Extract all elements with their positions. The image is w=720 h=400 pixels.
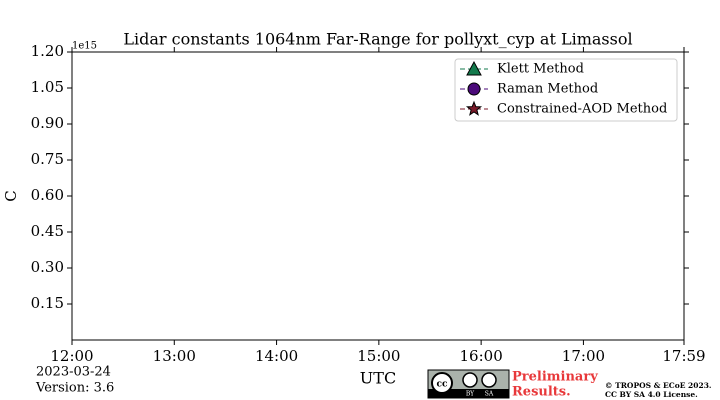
legend-marker [465, 100, 483, 116]
legend-marker [467, 82, 481, 96]
sa-icon [481, 372, 497, 388]
x-tick-label: 15:00 [357, 347, 400, 365]
y-tick-label: 1.05 [31, 78, 64, 96]
copyright: CC BY SA 4.0 License. [605, 390, 698, 399]
x-tick-label: 16:00 [460, 347, 503, 365]
legend-marker [466, 60, 482, 76]
y-axis-label: C [2, 190, 20, 201]
copyright: © TROPOS & ECoE 2023. [605, 381, 712, 390]
legend-label: Constrained-AOD Method [497, 102, 667, 117]
legend-label: Klett Method [497, 62, 584, 77]
y-tick-label: 1.20 [31, 42, 64, 60]
badge-strip [428, 389, 509, 398]
x-tick-label: 13:00 [153, 347, 196, 365]
by-icon [462, 372, 478, 388]
chart-title: Lidar constants 1064nm Far-Range for pol… [123, 30, 632, 49]
legend-label: Raman Method [497, 82, 598, 97]
y-tick-label: 0.30 [31, 258, 64, 276]
x-tick-label: 12:00 [50, 347, 93, 365]
legend-box [454, 58, 678, 122]
y-offset-label: 1e15 [72, 41, 97, 52]
y-tick-label: 0.75 [31, 150, 64, 168]
preliminary: Preliminary [512, 370, 598, 385]
y-tick-label: 0.60 [31, 186, 64, 204]
badge-sa: SA [485, 391, 494, 398]
x-tick-label: 17:59 [662, 347, 705, 365]
y-tick-label: 0.15 [31, 294, 64, 312]
badge-by: BY [466, 391, 475, 398]
license-badge: cc BY SA [427, 369, 510, 399]
x-axis-label: UTC [360, 369, 396, 388]
x-tick-label: 14:00 [255, 347, 298, 365]
cc-icon [431, 372, 453, 394]
date: 2023-03-24 [36, 365, 111, 380]
preliminary: Results. [512, 385, 571, 400]
y-tick-label: 0.45 [31, 222, 64, 240]
cc-icon-text: cc [437, 380, 448, 390]
y-tick-label: 0.90 [31, 114, 64, 132]
x-tick-label: 17:00 [562, 347, 605, 365]
version: Version: 3.6 [35, 381, 114, 396]
